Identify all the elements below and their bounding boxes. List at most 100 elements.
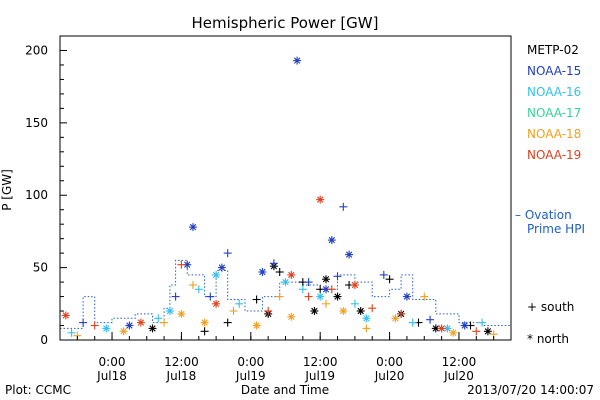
data-points (61, 56, 498, 340)
x-tick-time: 12:00 (442, 355, 477, 369)
point-stroke (334, 293, 341, 300)
north-point (333, 292, 342, 301)
legend-entry: NOAA-15 (527, 64, 581, 78)
south-point (385, 275, 394, 284)
point-stroke (212, 271, 220, 279)
point-stroke (288, 313, 295, 320)
north-point (322, 275, 330, 284)
north-point (252, 321, 261, 330)
north-point (165, 307, 174, 315)
north-point (460, 321, 469, 330)
point-stroke (328, 236, 335, 244)
north-point (102, 324, 111, 333)
north-point (200, 318, 209, 327)
point-stroke (322, 276, 330, 283)
south-point (397, 309, 406, 318)
x-tick-date: Jul20 (443, 369, 474, 383)
point-stroke (189, 223, 197, 231)
south-point (223, 249, 232, 258)
north-point (431, 324, 440, 333)
south-point (322, 299, 330, 308)
y-tick-label: 0 (40, 333, 48, 347)
point-stroke (403, 293, 411, 300)
north-point (125, 321, 134, 330)
north-point (316, 292, 325, 301)
legend-entry: NOAA-16 (527, 85, 581, 99)
south-point (264, 307, 273, 315)
point-stroke (201, 319, 208, 326)
north-point (327, 236, 336, 245)
north-point (449, 328, 458, 337)
north-point (310, 307, 319, 315)
south-point (472, 327, 481, 336)
x-tick-date: Jul19 (304, 369, 335, 383)
south-point (379, 270, 388, 279)
point-stroke (363, 315, 370, 322)
ovation-hpi-line (60, 259, 512, 329)
axes: 0501001502000:00Jul1812:00Jul180:00Jul19… (25, 35, 512, 383)
legend-entry: METP-02 (527, 43, 579, 57)
north-point (391, 314, 400, 323)
x-tick-date: Jul18 (96, 369, 127, 383)
point-stroke (392, 315, 399, 322)
south-point (408, 318, 417, 327)
south-point (154, 314, 163, 323)
point-stroke (461, 322, 468, 329)
south-point (275, 292, 284, 301)
y-tick-label: 200 (25, 43, 48, 57)
south-point (298, 285, 307, 294)
south-point (420, 292, 429, 301)
south-point (362, 324, 371, 333)
north-point (61, 311, 70, 320)
south-point (327, 285, 336, 294)
south-point (200, 327, 209, 336)
plot-timestamp: 2013/07/20 14:00:07 (467, 383, 594, 397)
north-point (258, 268, 267, 276)
north-point (293, 56, 302, 65)
point-stroke (288, 271, 295, 279)
south-point (339, 202, 348, 211)
ovation-legend: – Ovation Prime HPI (515, 208, 585, 236)
south-point (275, 268, 284, 276)
chart-title: Hemispheric Power [GW] (192, 14, 379, 32)
legend-north: * north (527, 332, 569, 346)
point-stroke (444, 325, 451, 332)
point-stroke (137, 319, 145, 326)
north-point (136, 318, 145, 327)
x-tick-time: 0:00 (237, 355, 264, 369)
north-point (356, 307, 365, 315)
ovation-legend-line-1: – Ovation (515, 208, 572, 222)
point-stroke (432, 325, 439, 332)
point-stroke (322, 286, 330, 293)
north-point (316, 195, 325, 204)
point-stroke (149, 325, 156, 332)
point-stroke (438, 325, 445, 332)
point-stroke (450, 329, 457, 336)
plot-credit: Plot: CCMC (5, 383, 71, 397)
point-stroke (253, 322, 260, 329)
point-stroke (103, 325, 110, 332)
point-stroke (259, 268, 266, 276)
south-point (235, 299, 244, 308)
north-point (437, 324, 446, 333)
legend-entry: NOAA-18 (527, 127, 581, 141)
north-point (350, 281, 359, 289)
south-point (333, 272, 342, 281)
south-point (194, 285, 203, 294)
south-point (252, 295, 261, 304)
north-point (402, 292, 411, 301)
legend-south: + south (527, 300, 574, 314)
legend: METP-02 NOAA-15 NOAA-16 NOAA-17 NOAA-18 NOAA-… (527, 43, 581, 162)
y-tick-label: 150 (25, 116, 48, 130)
point-stroke (62, 312, 69, 319)
point-stroke (166, 307, 174, 315)
ovation-legend-line-2: Prime HPI (527, 222, 585, 236)
north-point (217, 263, 226, 272)
south-point (90, 321, 99, 330)
north-point (339, 307, 348, 315)
north-point (483, 327, 492, 336)
south-point (177, 260, 186, 269)
north-point (212, 270, 221, 279)
north-point (345, 250, 354, 259)
